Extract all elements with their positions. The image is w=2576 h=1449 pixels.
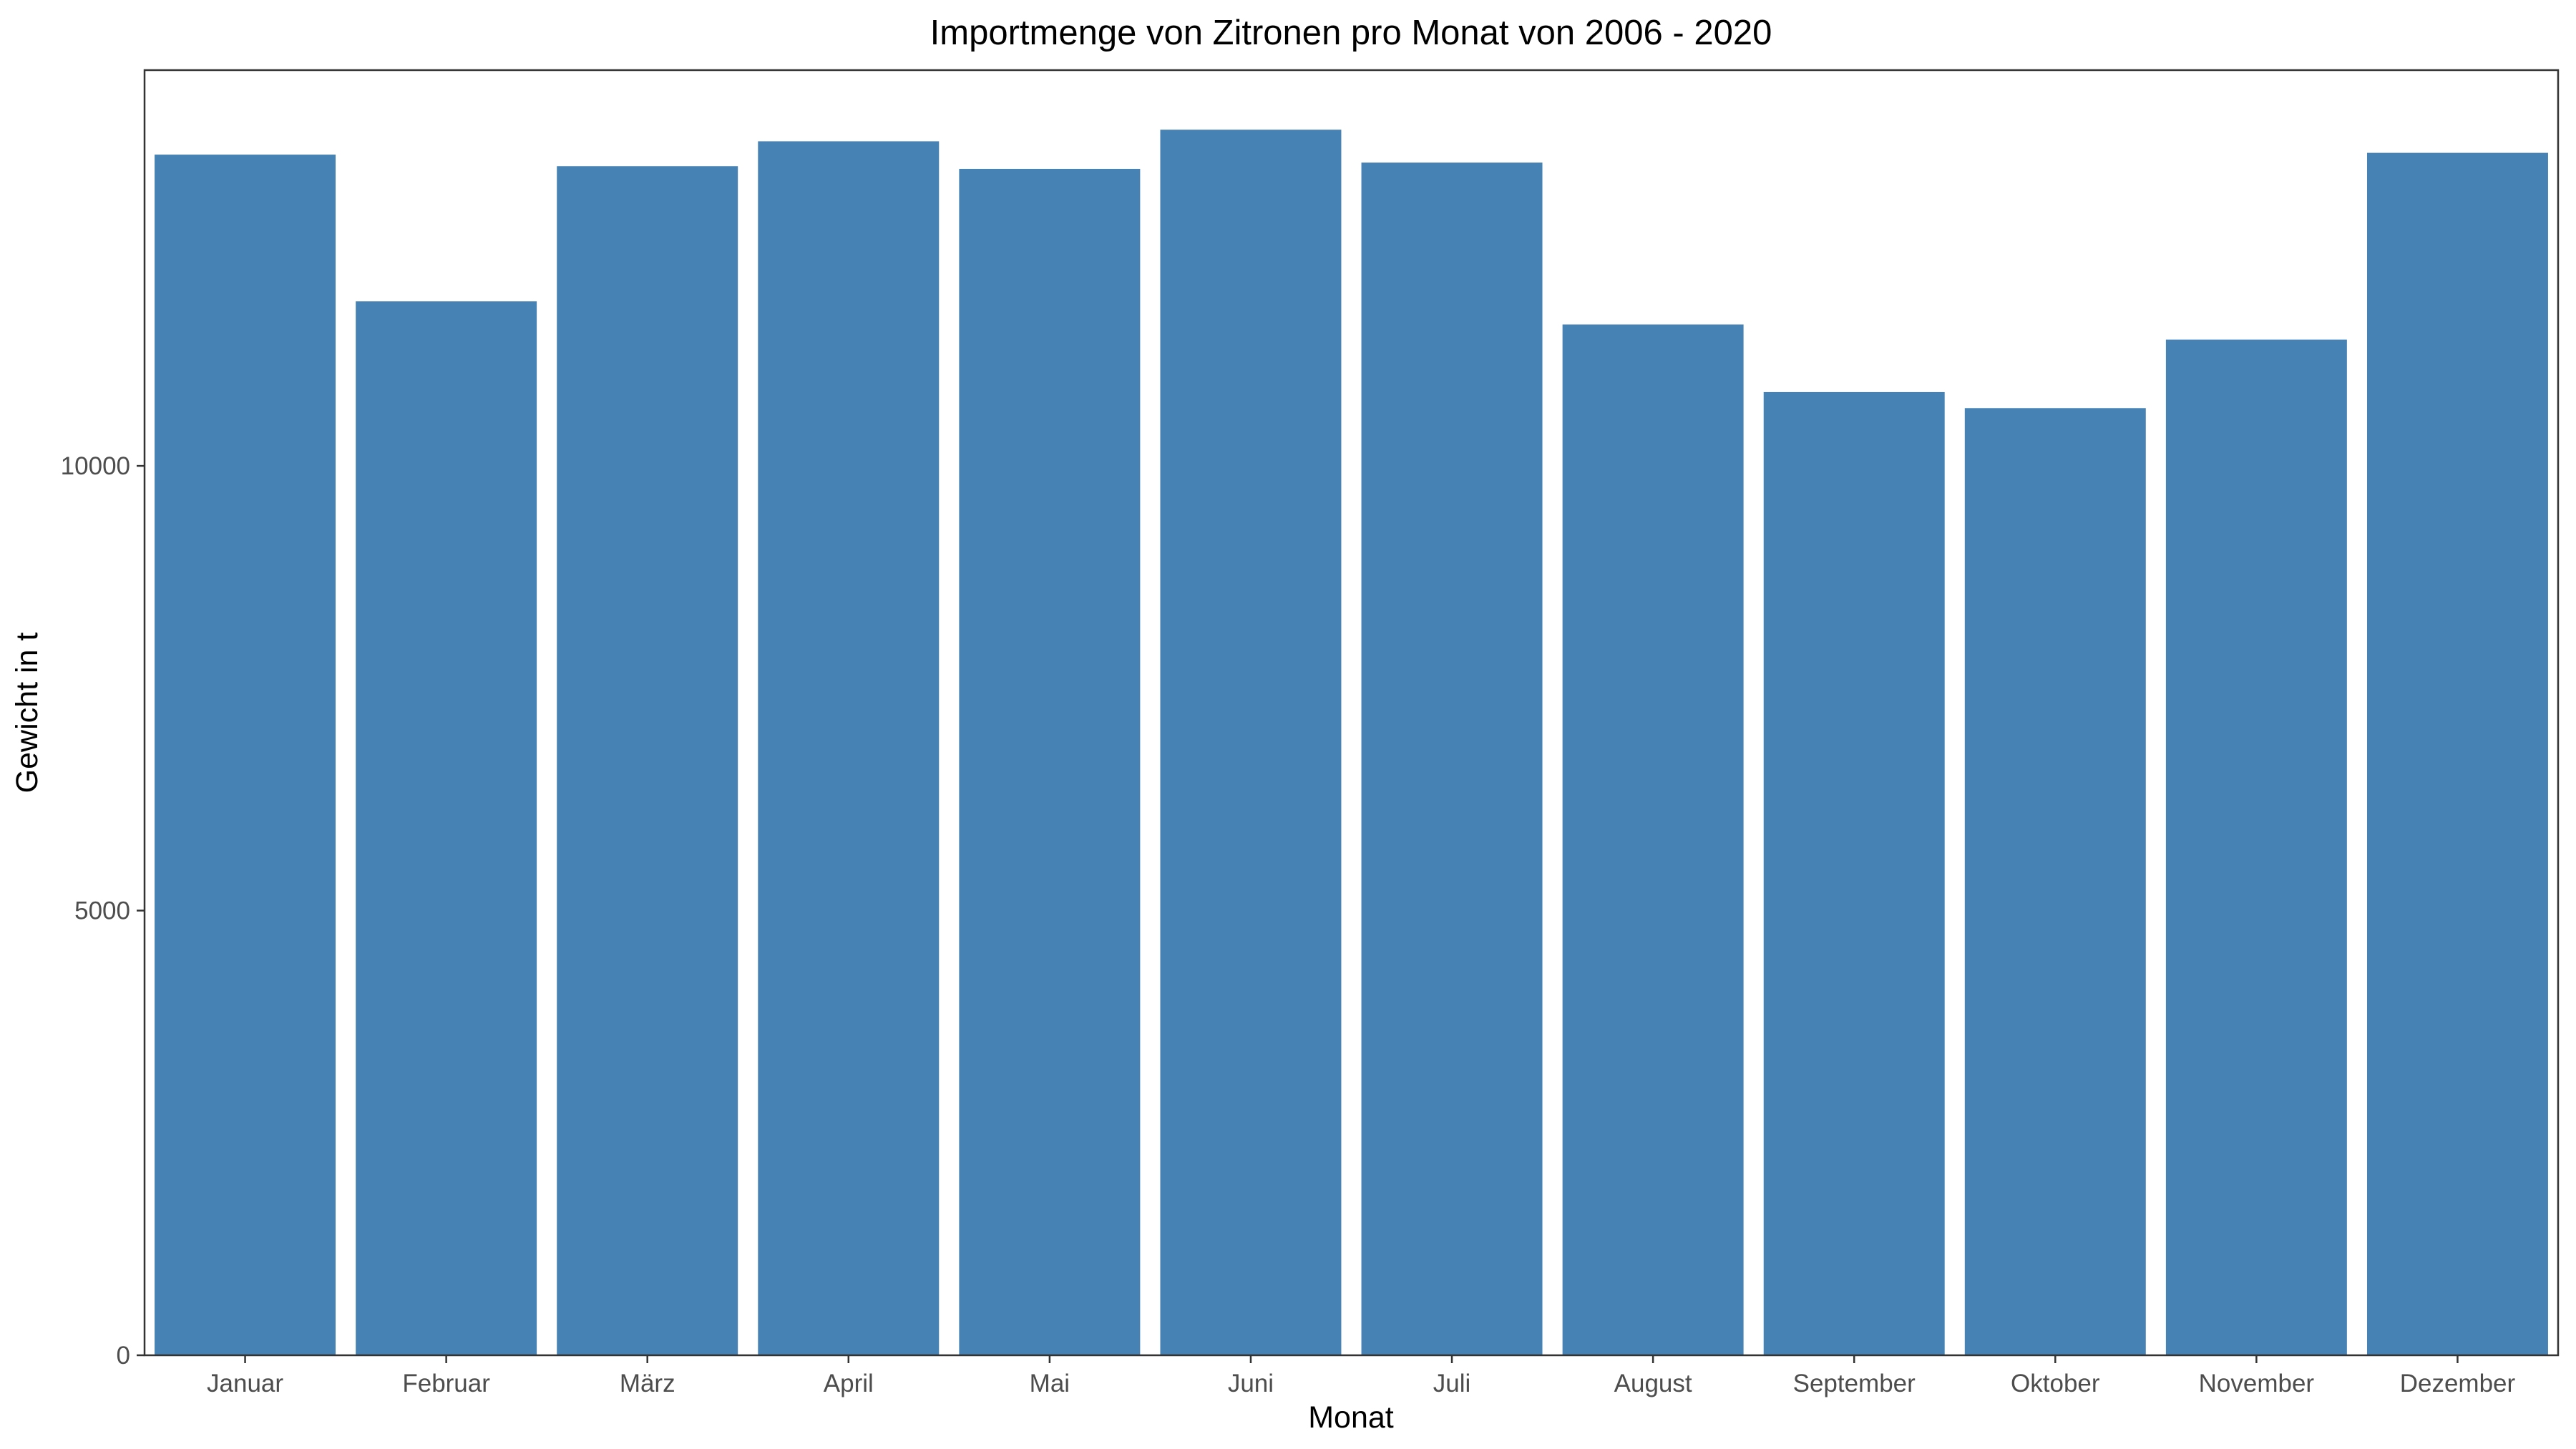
x-tick-label: Februar bbox=[402, 1370, 490, 1397]
chart-title: Importmenge von Zitronen pro Monat von 2… bbox=[930, 14, 1772, 52]
y-tick-label: 10000 bbox=[61, 452, 130, 480]
x-tick-label: November bbox=[2199, 1370, 2315, 1397]
x-tick-label: März bbox=[620, 1370, 675, 1397]
bar bbox=[1763, 391, 1945, 1356]
x-tick-label: September bbox=[1793, 1370, 1916, 1397]
y-tick-label: 5000 bbox=[74, 897, 130, 925]
bar bbox=[1562, 324, 1744, 1356]
x-tick-label: Juni bbox=[1228, 1370, 1274, 1397]
bar bbox=[1160, 130, 1342, 1355]
x-tick-label: Juli bbox=[1433, 1370, 1471, 1397]
bar bbox=[1361, 162, 1543, 1355]
y-axis-title: Gewicht in t bbox=[10, 633, 44, 794]
bar bbox=[959, 168, 1141, 1356]
y-tick-label: 0 bbox=[117, 1342, 130, 1370]
x-tick-label: Januar bbox=[207, 1370, 283, 1397]
x-axis: Januar Februar März April Mai Juni Juli August S… bbox=[207, 1355, 2516, 1397]
bar bbox=[155, 155, 336, 1356]
bar bbox=[2366, 152, 2548, 1356]
bar bbox=[758, 141, 940, 1356]
x-axis-title: Monat bbox=[1308, 1400, 1394, 1435]
x-tick-label: Mai bbox=[1030, 1370, 1070, 1397]
x-tick-label: August bbox=[1614, 1370, 1692, 1397]
bar bbox=[557, 166, 738, 1356]
bar bbox=[1964, 408, 2146, 1355]
bar bbox=[356, 301, 537, 1355]
plot-panel-border bbox=[143, 69, 2560, 1357]
y-axis: 0 5000 10000 bbox=[61, 452, 145, 1370]
x-tick-label: April bbox=[824, 1370, 874, 1397]
bars bbox=[155, 130, 2548, 1356]
x-tick-label: Dezember bbox=[2400, 1370, 2516, 1397]
x-tick-label: Oktober bbox=[2011, 1370, 2100, 1397]
bar bbox=[2165, 339, 2347, 1356]
